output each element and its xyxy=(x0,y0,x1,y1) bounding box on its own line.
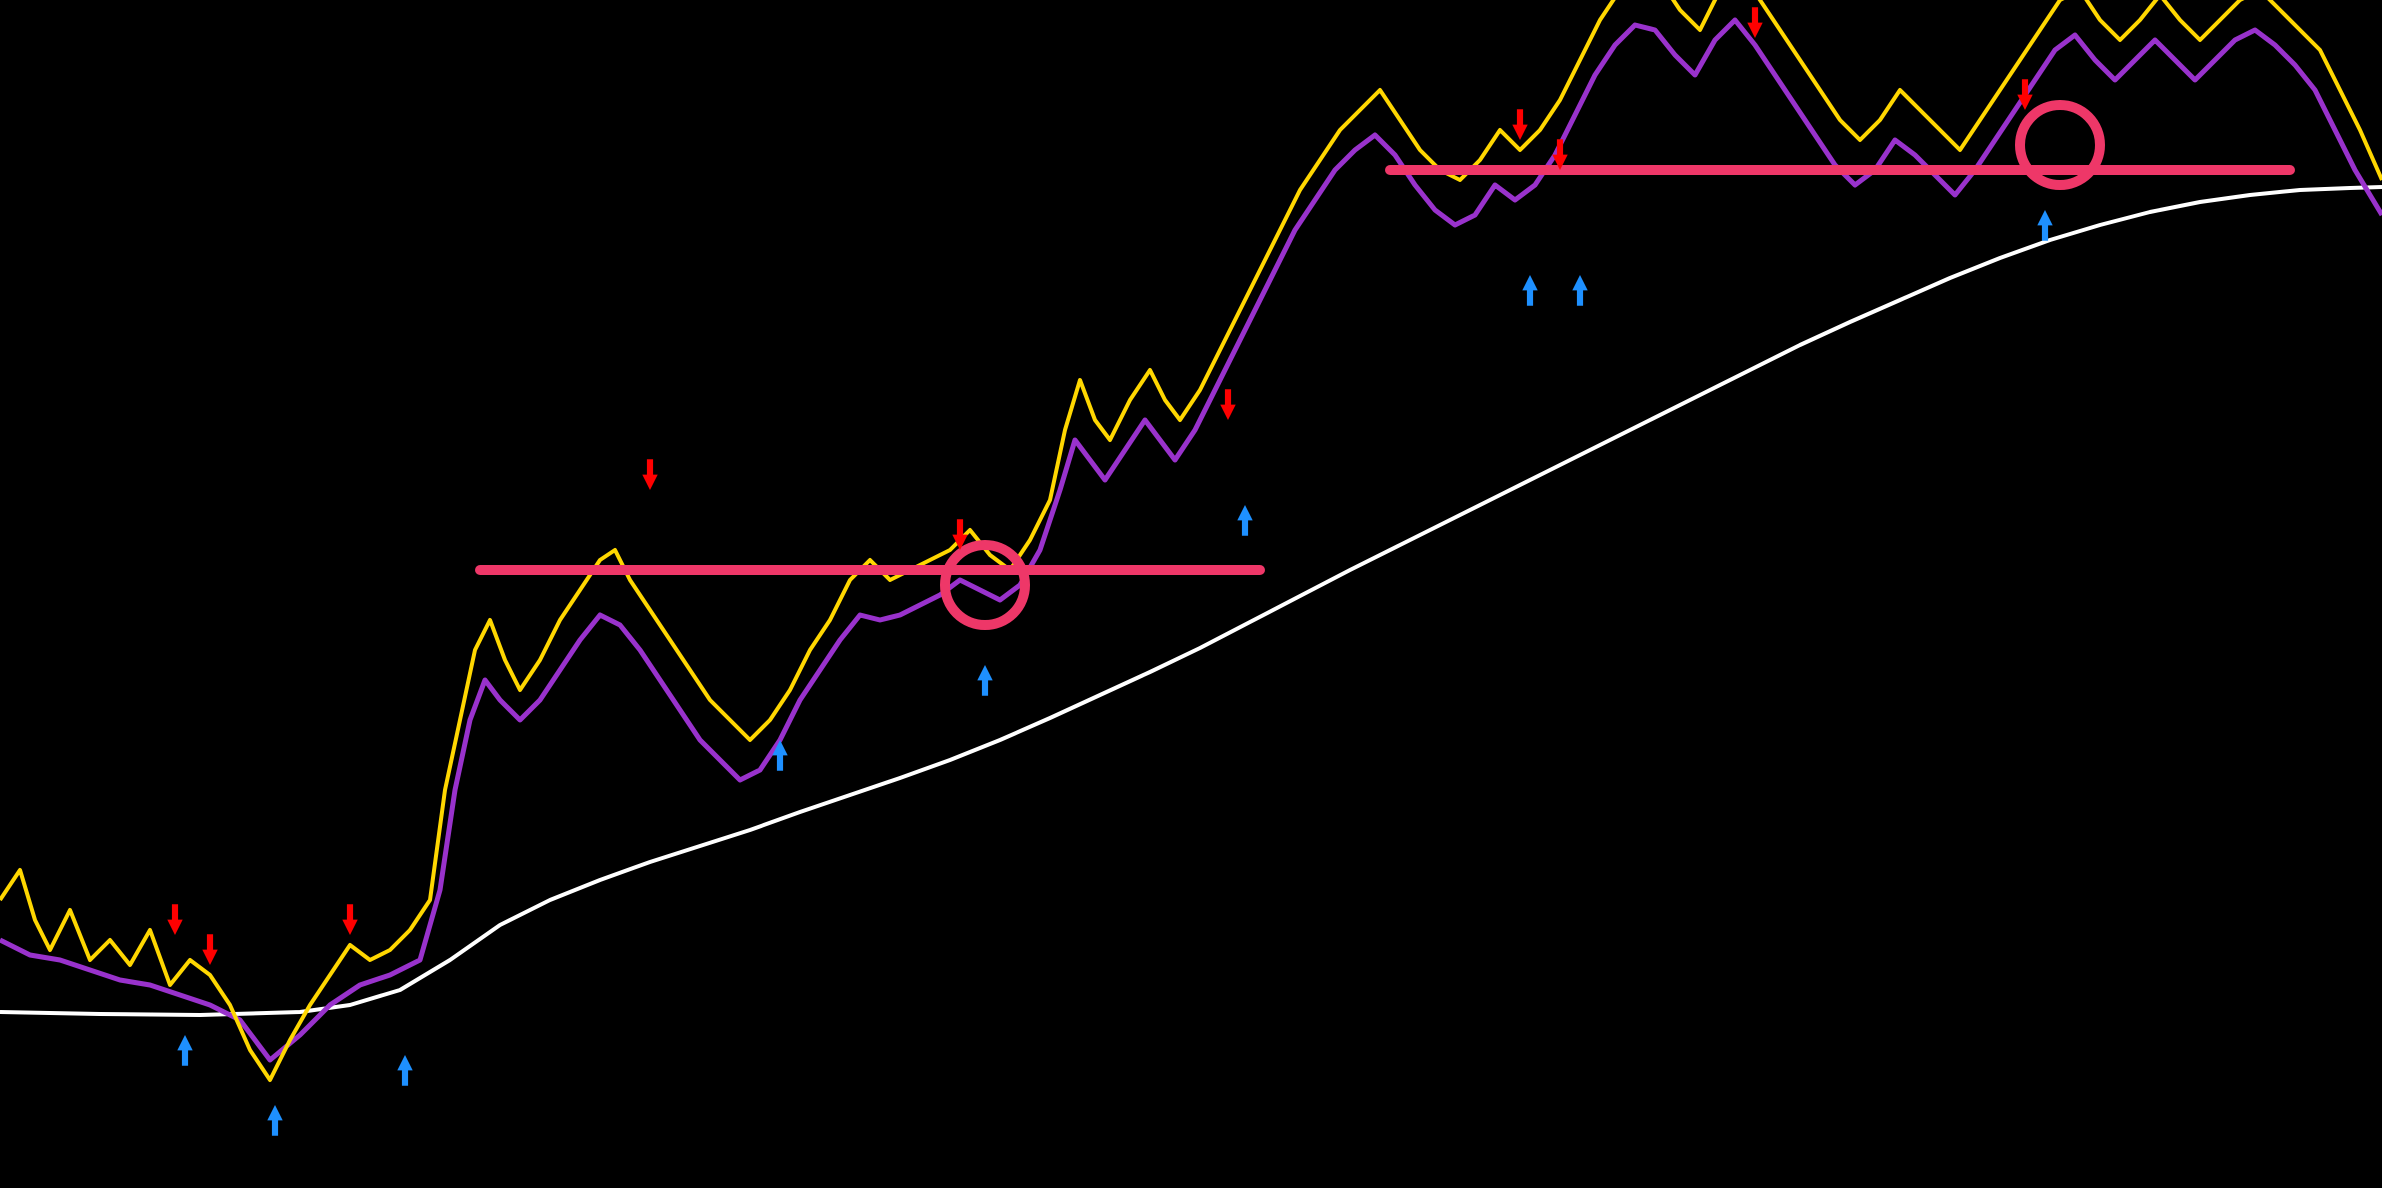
sell-arrow-icon xyxy=(167,904,182,935)
buy-arrow-icon xyxy=(1572,275,1587,306)
buy-arrow-icon xyxy=(1522,275,1537,306)
sell-arrow-icon xyxy=(642,459,657,490)
sell-arrow-icon xyxy=(1220,389,1235,420)
buy-arrow-icon xyxy=(177,1035,192,1066)
buy-arrow-icon xyxy=(977,665,992,696)
signal-line-purple xyxy=(0,20,2382,1060)
moving-average-line xyxy=(0,187,2382,1015)
buy-arrow-icon xyxy=(1237,505,1252,536)
buy-arrow-icon xyxy=(267,1105,282,1136)
buy-arrow-icon xyxy=(2037,210,2052,241)
sell-arrow-icon xyxy=(342,904,357,935)
trading-chart xyxy=(0,0,2382,1188)
sell-arrow-icon xyxy=(1747,7,1762,38)
buy-arrow-icon xyxy=(397,1055,412,1086)
sell-arrow-icon xyxy=(1512,109,1527,140)
sell-arrow-icon xyxy=(202,934,217,965)
